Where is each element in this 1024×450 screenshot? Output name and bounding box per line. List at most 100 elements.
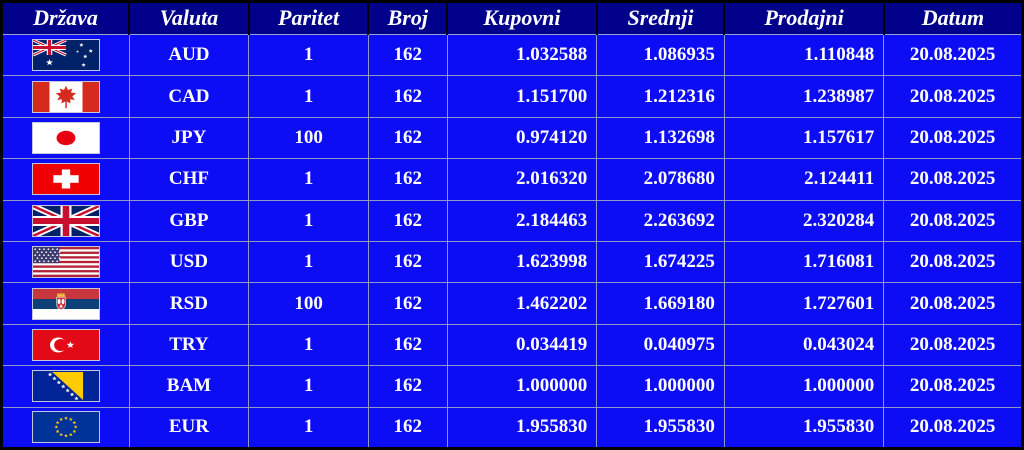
eu-flag-icon [31, 411, 100, 444]
date-cell: 20.08.2025 [883, 406, 1023, 450]
switzerland-flag-icon [31, 163, 100, 196]
parity-cell: 100 [248, 116, 369, 160]
sell-rate-cell: 2.320284 [723, 199, 885, 242]
column-header-drzava: Država [0, 1, 131, 35]
currency-code-cell: TRY [128, 323, 250, 367]
column-header-kupovni: Kupovni [446, 1, 598, 35]
mid-rate-cell: 1.674225 [596, 240, 725, 284]
country-flag-cell [1, 365, 130, 408]
parity-cell: 1 [248, 158, 369, 201]
mid-rate-cell: 1.132698 [596, 116, 725, 160]
date-cell: 20.08.2025 [883, 282, 1023, 325]
date-cell: 20.08.2025 [883, 240, 1023, 284]
number-cell: 162 [367, 406, 448, 450]
mid-rate-cell: 1.086935 [596, 33, 725, 77]
date-cell: 20.08.2025 [883, 158, 1023, 201]
country-flag-cell [1, 33, 130, 77]
buy-rate-cell: 2.184463 [446, 199, 598, 242]
japan-flag-icon [31, 121, 100, 154]
sell-rate-cell: 1.000000 [723, 365, 885, 408]
table-row: JPY 100 162 0.974120 1.132698 1.157617 20.08.2… [1, 116, 1023, 160]
table-row: RSD 100 162 1.462202 1.669180 1.727601 20.08.2… [1, 282, 1023, 325]
country-flag-cell [1, 199, 130, 242]
rates-table-body: AUD 1 162 1.032588 1.086935 1.110848 20.08.202… [1, 33, 1023, 450]
buy-rate-cell: 1.623998 [446, 240, 598, 284]
sell-rate-cell: 1.727601 [723, 282, 885, 325]
number-cell: 162 [367, 75, 448, 118]
buy-rate-cell: 0.034419 [446, 323, 598, 367]
buy-rate-cell: 1.955830 [446, 406, 598, 450]
canada-flag-icon [31, 80, 100, 113]
currency-code-cell: JPY [128, 116, 250, 160]
table-row: CAD 1 162 1.151700 1.212316 1.238987 20.08.202… [1, 75, 1023, 118]
column-header-paritet: Paritet [247, 1, 370, 35]
buy-rate-cell: 1.462202 [446, 282, 598, 325]
buy-rate-cell: 1.151700 [446, 75, 598, 118]
serbia-flag-icon [31, 287, 100, 320]
buy-rate-cell: 2.016320 [446, 158, 598, 201]
table-row: AUD 1 162 1.032588 1.086935 1.110848 20.08.202… [1, 33, 1023, 77]
column-header-broj: Broj [367, 1, 449, 35]
country-flag-cell [1, 282, 130, 325]
parity-cell: 1 [248, 199, 369, 242]
sell-rate-cell: 1.238987 [723, 75, 885, 118]
uk-flag-icon [31, 204, 100, 237]
buy-rate-cell: 1.000000 [446, 365, 598, 408]
column-header-valuta: Valuta [128, 1, 250, 35]
column-header-prodajni: Prodajni [723, 1, 885, 35]
country-flag-cell [1, 75, 130, 118]
number-cell: 162 [367, 282, 448, 325]
number-cell: 162 [367, 33, 448, 77]
mid-rate-cell: 2.263692 [596, 199, 725, 242]
date-cell: 20.08.2025 [883, 365, 1023, 408]
sell-rate-cell: 1.157617 [723, 116, 885, 160]
currency-code-cell: RSD [128, 282, 250, 325]
currency-code-cell: EUR [128, 406, 250, 450]
sell-rate-cell: 1.110848 [723, 33, 885, 77]
table-row: BAM 1 162 1.000000 1.000000 1.000000 20.08.202… [1, 365, 1023, 408]
number-cell: 162 [367, 323, 448, 367]
parity-cell: 1 [248, 323, 369, 367]
country-flag-cell [1, 323, 130, 367]
date-cell: 20.08.2025 [883, 33, 1023, 77]
sell-rate-cell: 1.955830 [723, 406, 885, 450]
bosnia-flag-icon [31, 370, 100, 403]
mid-rate-cell: 0.040975 [596, 323, 725, 367]
table-row: CHF 1 162 2.016320 2.078680 2.124411 20.08.202… [1, 158, 1023, 201]
turkey-flag-icon [31, 328, 100, 361]
number-cell: 162 [367, 116, 448, 160]
currency-code-cell: CHF [128, 158, 250, 201]
table-row: TRY 1 162 0.034419 0.040975 0.043024 20.08.202… [1, 323, 1023, 367]
table-row: GBP 1 162 2.184463 2.263692 2.320284 20.08.202… [1, 199, 1023, 242]
mid-rate-cell: 2.078680 [596, 158, 725, 201]
parity-cell: 1 [248, 240, 369, 284]
buy-rate-cell: 1.032588 [446, 33, 598, 77]
currency-code-cell: BAM [128, 365, 250, 408]
parity-cell: 1 [248, 33, 369, 77]
column-header-srednji: Srednji [595, 1, 726, 35]
table-row: USD 1 162 1.623998 1.674225 1.716081 20.08.202… [1, 240, 1023, 284]
number-cell: 162 [367, 240, 448, 284]
number-cell: 162 [367, 365, 448, 408]
mid-rate-cell: 1.669180 [596, 282, 725, 325]
number-cell: 162 [367, 158, 448, 201]
number-cell: 162 [367, 199, 448, 242]
currency-code-cell: CAD [128, 75, 250, 118]
country-flag-cell [1, 240, 130, 284]
header-row: Država Valuta Paritet Broj Kupovni Sredn… [0, 1, 1024, 35]
australia-flag-icon [31, 39, 100, 72]
parity-cell: 1 [248, 365, 369, 408]
usa-flag-icon [31, 246, 100, 279]
date-cell: 20.08.2025 [883, 323, 1023, 367]
date-cell: 20.08.2025 [883, 116, 1023, 160]
column-header-datum: Datum [882, 1, 1024, 35]
table-row: EUR 1 162 1.955830 1.955830 1.955830 20.08.202… [1, 406, 1023, 450]
mid-rate-cell: 1.212316 [596, 75, 725, 118]
sell-rate-cell: 1.716081 [723, 240, 885, 284]
mid-rate-cell: 1.955830 [596, 406, 725, 450]
date-cell: 20.08.2025 [883, 75, 1023, 118]
currency-code-cell: AUD [128, 33, 250, 77]
parity-cell: 1 [248, 406, 369, 450]
parity-cell: 1 [248, 75, 369, 118]
country-flag-cell [1, 158, 130, 201]
